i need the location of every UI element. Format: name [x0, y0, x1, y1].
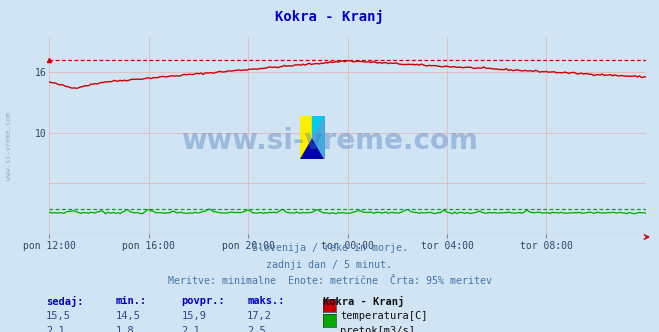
Text: 14,5: 14,5 [115, 311, 140, 321]
Text: sedaj:: sedaj: [46, 296, 84, 307]
Text: pretok[m3/s]: pretok[m3/s] [340, 326, 415, 332]
Text: zadnji dan / 5 minut.: zadnji dan / 5 minut. [266, 260, 393, 270]
Text: maks.:: maks.: [247, 296, 285, 306]
Text: 15,9: 15,9 [181, 311, 206, 321]
Text: Kokra - Kranj: Kokra - Kranj [323, 296, 404, 307]
Text: www.si-vreme.com: www.si-vreme.com [5, 112, 12, 180]
Text: 2,5: 2,5 [247, 326, 266, 332]
Text: min.:: min.: [115, 296, 146, 306]
Polygon shape [312, 116, 325, 159]
Text: 15,5: 15,5 [46, 311, 71, 321]
Text: temperatura[C]: temperatura[C] [340, 311, 428, 321]
Text: Kokra - Kranj: Kokra - Kranj [275, 10, 384, 24]
Text: 1,8: 1,8 [115, 326, 134, 332]
Text: Meritve: minimalne  Enote: metrične  Črta: 95% meritev: Meritve: minimalne Enote: metrične Črta:… [167, 276, 492, 286]
Text: 2,1: 2,1 [46, 326, 65, 332]
Text: povpr.:: povpr.: [181, 296, 225, 306]
Text: 2,1: 2,1 [181, 326, 200, 332]
Text: Slovenija / reke in morje.: Slovenija / reke in morje. [252, 243, 407, 253]
Text: www.si-vreme.com: www.si-vreme.com [181, 127, 478, 155]
Polygon shape [300, 116, 325, 159]
Text: 17,2: 17,2 [247, 311, 272, 321]
Polygon shape [300, 116, 312, 159]
Polygon shape [312, 116, 325, 159]
